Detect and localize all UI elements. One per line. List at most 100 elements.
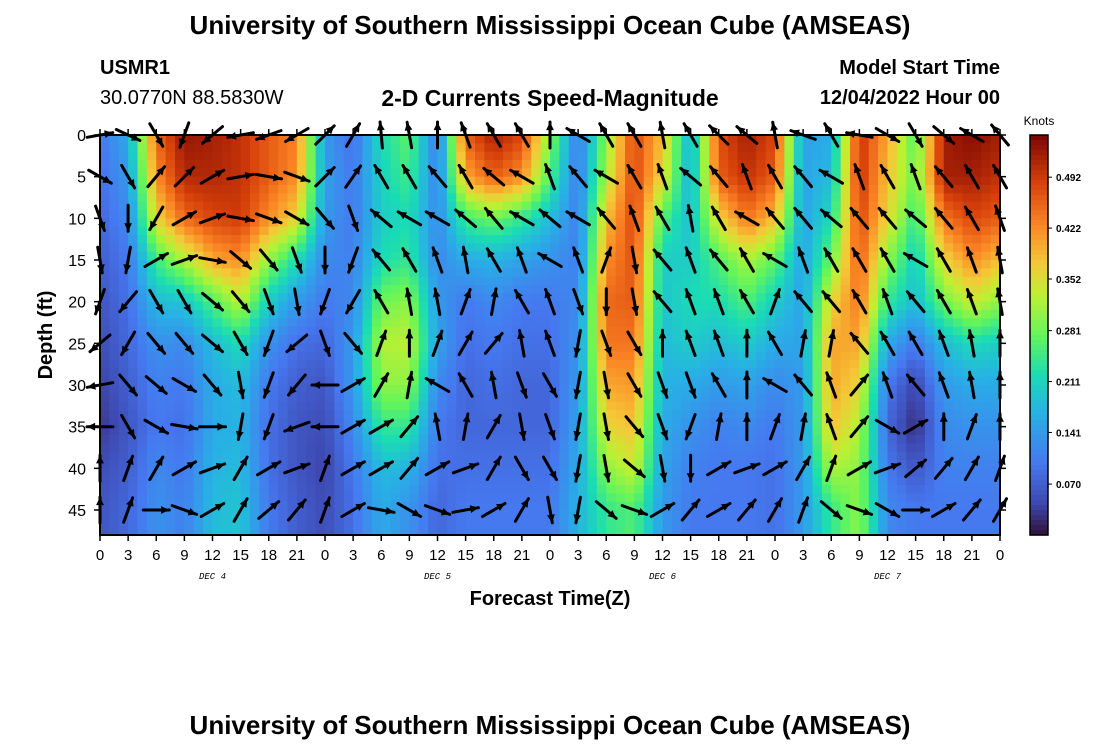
heatmap-cell [784, 318, 795, 328]
heatmap-cell [268, 251, 279, 261]
heatmap-cell [231, 185, 242, 194]
heatmap-cell [306, 501, 317, 511]
heatmap-cell [784, 235, 795, 244]
heatmap-cell [193, 210, 204, 219]
heatmap-cell [690, 293, 701, 303]
heatmap-cell [240, 401, 251, 411]
heatmap-cell [540, 176, 551, 186]
heatmap-cell [371, 435, 382, 444]
heatmap-cell [756, 343, 767, 353]
heatmap-cell [718, 335, 729, 344]
heatmap-cell [728, 160, 739, 169]
heatmap-cell [728, 376, 739, 386]
heatmap-cell [793, 476, 804, 486]
heatmap-cell [156, 360, 167, 369]
heatmap-cell [596, 301, 607, 311]
heatmap-cell [456, 401, 467, 411]
heatmap-cell [409, 268, 420, 278]
heatmap-cell [606, 226, 617, 236]
heatmap-cell [784, 310, 795, 319]
heatmap-cell [156, 218, 167, 228]
heatmap-cell [531, 251, 542, 261]
heatmap-cell [737, 135, 748, 144]
heatmap-cell [812, 468, 823, 478]
heatmap-cell [353, 393, 364, 403]
heatmap-cell [315, 235, 326, 244]
heatmap-cell [409, 293, 420, 303]
heatmap-cell [353, 510, 364, 519]
heatmap-cell [325, 326, 335, 336]
heatmap-cell [428, 410, 439, 419]
heatmap-cell [559, 518, 570, 528]
heatmap-cell [606, 376, 617, 386]
heatmap-cell [418, 485, 429, 494]
heatmap-cell [221, 435, 232, 444]
heatmap-cell [240, 135, 251, 144]
heatmap-cell [690, 168, 701, 178]
heatmap-cell [465, 201, 476, 211]
heatmap-cell [587, 176, 598, 186]
heatmap-cell [700, 301, 710, 311]
arrow-head [409, 416, 418, 426]
heatmap-cell [184, 526, 195, 536]
heatmap-cell [746, 326, 757, 336]
heatmap-cell [156, 368, 167, 378]
heatmap-cell [503, 276, 514, 286]
heatmap-cell [212, 135, 223, 144]
heatmap-cell [118, 410, 129, 419]
heatmap-cell [240, 360, 251, 369]
heatmap-cell [784, 185, 795, 194]
heatmap-cell [887, 168, 898, 178]
heatmap-cell [625, 260, 635, 269]
heatmap-cell [240, 393, 251, 403]
heatmap-cell [259, 326, 270, 336]
heatmap-cell [596, 451, 607, 461]
heatmap-cell [681, 401, 692, 411]
heatmap-cell [250, 443, 260, 453]
heatmap-cell [925, 385, 935, 394]
heatmap-cell [212, 218, 223, 228]
heatmap-cell [381, 226, 392, 236]
heatmap-cell [418, 493, 429, 503]
heatmap-cell [896, 301, 907, 311]
heatmap-cell [737, 235, 748, 244]
heatmap-cell [231, 526, 242, 536]
heatmap-cell [896, 251, 907, 261]
heatmap-cell [184, 285, 195, 294]
heatmap-cell [493, 468, 504, 478]
heatmap-cell [868, 285, 879, 294]
heatmap-cell [278, 276, 289, 286]
heatmap-cell [662, 468, 673, 478]
heatmap-cell [671, 418, 682, 428]
heatmap-cell [306, 243, 317, 253]
heatmap-cell [615, 135, 626, 144]
heatmap-cell [746, 360, 757, 369]
heatmap-cell [343, 210, 354, 219]
heatmap-cell [296, 451, 307, 461]
heatmap-cell [765, 226, 776, 236]
heatmap-cell [615, 460, 626, 469]
heatmap-cell [784, 243, 795, 253]
heatmap-cell [775, 243, 785, 253]
heatmap-cell [240, 226, 251, 236]
heatmap-cell [456, 368, 467, 378]
heatmap-cell [343, 218, 354, 228]
heatmap-cell [746, 401, 757, 411]
heatmap-cell [353, 485, 364, 494]
heatmap-cell [850, 143, 860, 153]
heatmap-cell [953, 260, 964, 269]
heatmap-cell [371, 226, 382, 236]
heatmap-cell [428, 276, 439, 286]
heatmap-cell [737, 376, 748, 386]
heatmap-cell [906, 235, 917, 244]
current-arrow [321, 245, 329, 275]
heatmap-cell [756, 218, 767, 228]
heatmap-cell [793, 351, 804, 361]
heatmap-cell [821, 301, 832, 311]
heatmap-cell [100, 301, 110, 311]
heatmap-cell [343, 410, 354, 419]
heatmap-cell [709, 393, 720, 403]
heatmap-cell [240, 326, 251, 336]
heatmap-cell [137, 526, 148, 536]
heatmap-cell [662, 151, 673, 161]
